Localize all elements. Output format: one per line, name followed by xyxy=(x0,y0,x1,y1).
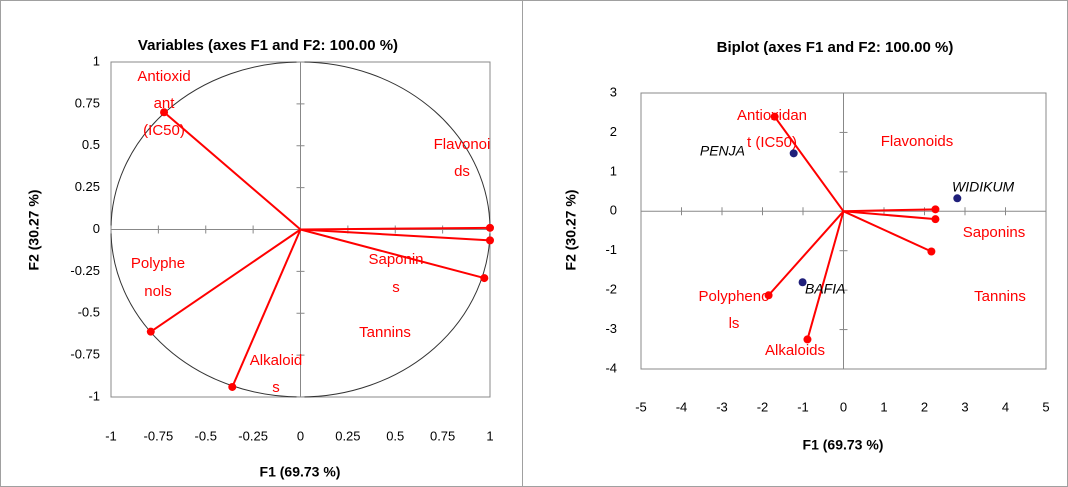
loading-vector xyxy=(300,228,491,242)
variable-label: Polypheno xyxy=(699,288,770,305)
panel-frame xyxy=(522,0,1068,487)
loading-point xyxy=(486,236,494,245)
variable-label: ant xyxy=(154,95,176,112)
variable-label: Tannins xyxy=(974,288,1026,305)
loading-point xyxy=(486,223,494,232)
chart-title: Biplot (axes F1 and F2: 100.00 %) xyxy=(717,39,954,56)
y-tick-label: -4 xyxy=(605,360,617,375)
loading-vector xyxy=(231,229,302,388)
loading-vector xyxy=(773,116,845,212)
x-tick-label: -1 xyxy=(105,428,117,443)
variable-label: Alkaloid xyxy=(250,352,303,369)
x-tick-label: 0.25 xyxy=(335,428,360,443)
variable-label: ls xyxy=(729,315,740,332)
loading-vector xyxy=(163,111,302,231)
variable-label: Alkaloids xyxy=(765,342,825,359)
variable-label: Polyphe xyxy=(131,255,185,272)
loading-point xyxy=(160,108,169,117)
x-tick-label: -0.75 xyxy=(144,428,174,443)
y-tick-label: 0.5 xyxy=(82,137,100,152)
variable-label: ds xyxy=(454,163,470,180)
variable-label: s xyxy=(272,379,280,396)
x-tick-label: 5 xyxy=(1042,399,1049,414)
y-axis-title: F2 (30.27 %) xyxy=(563,190,579,271)
x-axis-title: F1 (69.73 %) xyxy=(260,464,341,480)
x-tick-label: 2 xyxy=(921,399,928,414)
variable-label: Saponin xyxy=(368,251,423,268)
variable-label: Antioxid xyxy=(137,68,190,85)
loading-vector xyxy=(806,211,845,340)
y-tick-label: 0 xyxy=(610,203,617,218)
x-tick-label: -0.5 xyxy=(195,428,217,443)
variable-label: s xyxy=(392,279,400,296)
loading-point xyxy=(927,247,936,256)
loading-point xyxy=(931,205,940,214)
chart-title: Variables (axes F1 and F2: 100.00 %) xyxy=(138,37,398,54)
loading-vector xyxy=(843,210,936,221)
observation-point xyxy=(789,149,798,158)
variable-label: t (IC50) xyxy=(747,134,797,151)
y-tick-label: 0 xyxy=(93,221,100,236)
x-tick-label: -4 xyxy=(676,399,688,414)
loading-point xyxy=(931,215,940,224)
y-tick-label: 0.75 xyxy=(75,95,100,110)
x-tick-label: -2 xyxy=(757,399,769,414)
observation-label: PENJA xyxy=(700,143,745,159)
loading-point xyxy=(803,335,812,344)
y-tick-label: 2 xyxy=(610,124,617,139)
loading-vector xyxy=(843,210,932,253)
y-axis-title: F2 (30.27 %) xyxy=(26,190,42,271)
variable-label: Saponins xyxy=(963,224,1026,241)
loading-point xyxy=(228,382,237,391)
x-tick-label: -1 xyxy=(797,399,809,414)
y-tick-label: 1 xyxy=(610,163,617,178)
y-tick-label: -1 xyxy=(605,242,617,257)
x-tick-label: 3 xyxy=(961,399,968,414)
panel-frame xyxy=(0,0,523,487)
loading-vector xyxy=(150,228,302,333)
loading-point xyxy=(480,274,489,283)
y-tick-label: -2 xyxy=(605,282,617,297)
y-tick-label: -0.75 xyxy=(70,347,100,362)
x-tick-label: 0.5 xyxy=(386,428,404,443)
variable-label: (IC50) xyxy=(143,122,185,139)
variable-label: nols xyxy=(144,283,172,300)
x-tick-label: 0 xyxy=(840,399,847,414)
y-tick-label: -1 xyxy=(88,388,100,403)
loading-vector xyxy=(843,208,936,213)
variable-label: Antioxidan xyxy=(737,107,807,124)
loading-vector xyxy=(300,226,491,231)
x-tick-label: 0.75 xyxy=(430,428,455,443)
loading-point xyxy=(770,112,779,121)
y-tick-label: 0.25 xyxy=(75,179,100,194)
x-tick-label: -3 xyxy=(716,399,728,414)
loading-point xyxy=(764,291,773,300)
x-tick-label: 4 xyxy=(1002,399,1009,414)
x-tick-label: 1 xyxy=(486,428,493,443)
y-tick-label: -0.25 xyxy=(70,263,100,278)
x-axis-title: F1 (69.73 %) xyxy=(803,437,884,453)
x-tick-label: -5 xyxy=(635,399,647,414)
variable-label: Flavonoi xyxy=(434,136,491,153)
observation-point xyxy=(953,194,962,203)
x-tick-label: -0.25 xyxy=(238,428,268,443)
loading-point xyxy=(146,327,155,336)
observation-label: WIDIKUM xyxy=(952,179,1015,195)
x-tick-label: 1 xyxy=(880,399,887,414)
loading-vector xyxy=(767,210,845,296)
y-tick-label: -0.5 xyxy=(78,305,100,320)
observation-point xyxy=(798,278,807,287)
variable-label: Flavonoids xyxy=(881,133,954,150)
y-tick-label: 1 xyxy=(93,53,100,68)
observation-label: BAFIA xyxy=(805,281,845,297)
y-tick-label: 3 xyxy=(610,84,617,99)
loading-vector xyxy=(300,228,485,280)
variable-label: Tannins xyxy=(359,324,411,341)
y-tick-label: -3 xyxy=(605,321,617,336)
x-tick-label: 0 xyxy=(297,428,304,443)
